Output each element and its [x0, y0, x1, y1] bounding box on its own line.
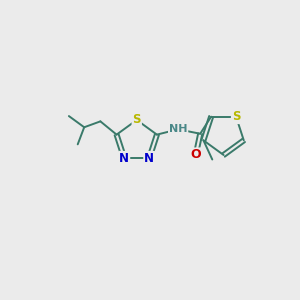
Text: O: O [190, 148, 201, 161]
Text: NH: NH [169, 124, 188, 134]
Text: S: S [133, 113, 141, 127]
Text: N: N [119, 152, 129, 165]
Text: N: N [144, 152, 154, 165]
Text: S: S [232, 110, 240, 123]
